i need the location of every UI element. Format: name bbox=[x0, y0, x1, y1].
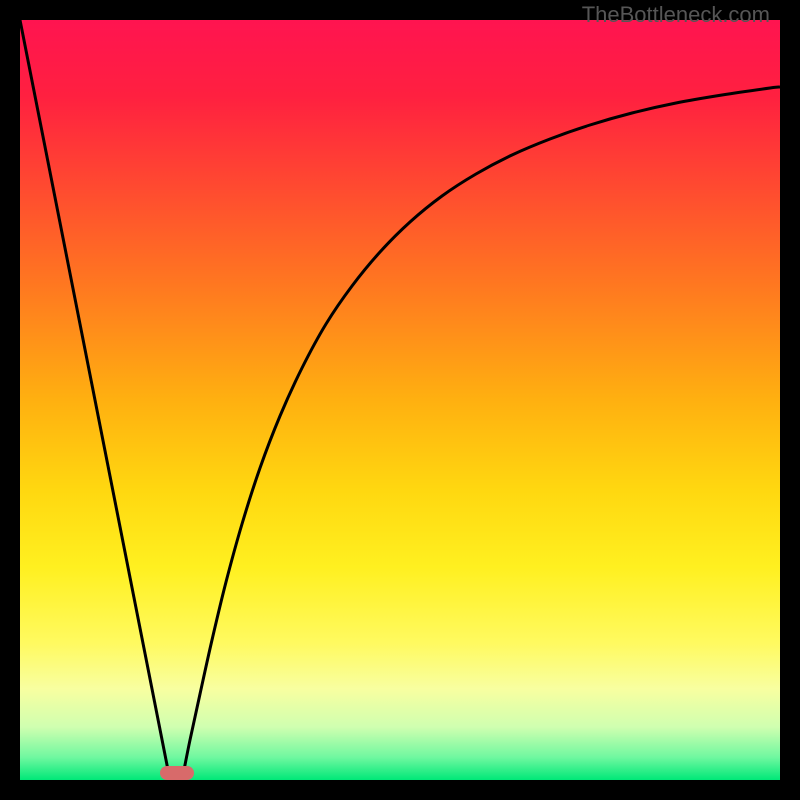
gradient-background bbox=[20, 20, 780, 780]
watermark-text: TheBottleneck.com bbox=[582, 2, 770, 28]
plot-area bbox=[20, 20, 780, 780]
chart-container: TheBottleneck.com bbox=[0, 0, 800, 800]
optimum-marker bbox=[160, 766, 194, 780]
